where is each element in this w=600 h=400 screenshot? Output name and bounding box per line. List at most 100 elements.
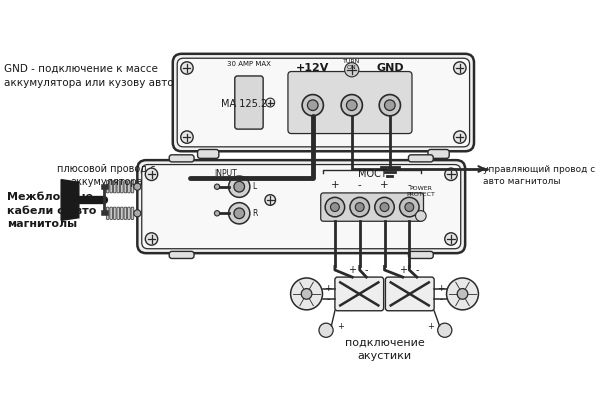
Text: плюсовой провод с
аккумулятора: плюсовой провод с аккумулятора bbox=[57, 164, 155, 187]
Text: R: R bbox=[253, 209, 258, 218]
Circle shape bbox=[454, 131, 466, 143]
FancyBboxPatch shape bbox=[128, 180, 130, 193]
FancyBboxPatch shape bbox=[117, 180, 119, 193]
Circle shape bbox=[134, 183, 141, 190]
Circle shape bbox=[375, 197, 394, 217]
Circle shape bbox=[145, 168, 158, 180]
Circle shape bbox=[307, 100, 318, 110]
Circle shape bbox=[457, 288, 468, 299]
FancyBboxPatch shape bbox=[128, 207, 130, 220]
Text: POWER
PROTECT: POWER PROTECT bbox=[406, 186, 435, 197]
Text: -: - bbox=[365, 265, 368, 275]
Circle shape bbox=[290, 278, 323, 310]
FancyBboxPatch shape bbox=[137, 160, 465, 253]
Circle shape bbox=[350, 197, 370, 217]
FancyBboxPatch shape bbox=[124, 207, 127, 220]
Text: 30 AMP MAX: 30 AMP MAX bbox=[227, 61, 271, 67]
Text: МОСТ: МОСТ bbox=[358, 169, 386, 179]
FancyBboxPatch shape bbox=[335, 277, 383, 311]
Circle shape bbox=[265, 195, 275, 205]
FancyBboxPatch shape bbox=[110, 207, 113, 220]
Circle shape bbox=[446, 278, 478, 310]
FancyBboxPatch shape bbox=[288, 72, 412, 134]
FancyBboxPatch shape bbox=[131, 180, 134, 193]
Circle shape bbox=[385, 100, 395, 110]
Circle shape bbox=[319, 323, 333, 337]
FancyBboxPatch shape bbox=[110, 180, 113, 193]
Circle shape bbox=[405, 203, 414, 212]
FancyBboxPatch shape bbox=[169, 251, 194, 258]
Circle shape bbox=[379, 94, 400, 116]
FancyBboxPatch shape bbox=[106, 180, 109, 193]
Circle shape bbox=[416, 211, 426, 221]
FancyBboxPatch shape bbox=[113, 207, 116, 220]
FancyBboxPatch shape bbox=[117, 207, 119, 220]
Text: +: + bbox=[331, 180, 339, 190]
Circle shape bbox=[266, 98, 275, 107]
Circle shape bbox=[181, 131, 193, 143]
Circle shape bbox=[346, 100, 357, 110]
FancyBboxPatch shape bbox=[113, 180, 116, 193]
FancyBboxPatch shape bbox=[428, 150, 449, 158]
Circle shape bbox=[214, 211, 220, 216]
Text: -: - bbox=[358, 180, 362, 190]
Circle shape bbox=[301, 288, 312, 299]
FancyBboxPatch shape bbox=[385, 277, 434, 311]
Circle shape bbox=[302, 94, 323, 116]
FancyBboxPatch shape bbox=[321, 193, 424, 221]
Circle shape bbox=[454, 62, 466, 74]
Text: МА 125.2: МА 125.2 bbox=[221, 99, 268, 109]
Circle shape bbox=[325, 197, 344, 217]
Polygon shape bbox=[61, 180, 79, 220]
FancyBboxPatch shape bbox=[131, 207, 134, 220]
Text: -: - bbox=[407, 180, 411, 190]
Circle shape bbox=[234, 208, 245, 219]
Text: +12V: +12V bbox=[296, 63, 329, 73]
Circle shape bbox=[400, 197, 419, 217]
Circle shape bbox=[331, 203, 340, 212]
Circle shape bbox=[341, 94, 362, 116]
Text: Межблочные
кабели с авто
магнитолы: Межблочные кабели с авто магнитолы bbox=[7, 192, 97, 229]
Circle shape bbox=[445, 168, 457, 180]
Circle shape bbox=[380, 203, 389, 212]
FancyBboxPatch shape bbox=[409, 251, 433, 258]
Text: +: + bbox=[348, 265, 356, 275]
Text: +: + bbox=[380, 180, 389, 190]
Text: INPUT: INPUT bbox=[215, 169, 238, 178]
FancyBboxPatch shape bbox=[142, 164, 461, 249]
Circle shape bbox=[437, 323, 452, 337]
FancyBboxPatch shape bbox=[197, 150, 219, 158]
Circle shape bbox=[214, 184, 220, 189]
Text: управляющий провод с
авто магнитолы: управляющий провод с авто магнитолы bbox=[483, 165, 595, 186]
Circle shape bbox=[229, 203, 250, 224]
Text: +: + bbox=[437, 284, 445, 293]
Text: L: L bbox=[253, 182, 257, 191]
Text: GND: GND bbox=[376, 63, 404, 73]
Circle shape bbox=[234, 181, 245, 192]
FancyBboxPatch shape bbox=[173, 54, 474, 151]
Circle shape bbox=[134, 210, 141, 217]
FancyBboxPatch shape bbox=[409, 155, 433, 162]
FancyBboxPatch shape bbox=[169, 155, 194, 162]
Circle shape bbox=[445, 233, 457, 245]
Text: подключение
акустики: подключение акустики bbox=[344, 337, 424, 360]
FancyBboxPatch shape bbox=[121, 180, 123, 193]
FancyBboxPatch shape bbox=[124, 180, 127, 193]
Text: -: - bbox=[326, 295, 329, 304]
Circle shape bbox=[181, 62, 193, 74]
Circle shape bbox=[355, 203, 364, 212]
Circle shape bbox=[145, 233, 158, 245]
Text: GND - подключение к массе
аккумулятора или кузову авто: GND - подключение к массе аккумулятора и… bbox=[4, 64, 174, 88]
Text: +: + bbox=[427, 322, 434, 331]
Circle shape bbox=[229, 176, 250, 197]
FancyBboxPatch shape bbox=[235, 76, 263, 129]
Text: -: - bbox=[415, 265, 419, 275]
FancyBboxPatch shape bbox=[177, 58, 470, 147]
Text: +: + bbox=[398, 265, 407, 275]
FancyBboxPatch shape bbox=[106, 207, 109, 220]
Text: +: + bbox=[337, 322, 344, 331]
FancyBboxPatch shape bbox=[121, 207, 123, 220]
Text: TURN
ON: TURN ON bbox=[343, 59, 361, 70]
Text: +: + bbox=[324, 284, 332, 293]
Circle shape bbox=[344, 63, 359, 77]
